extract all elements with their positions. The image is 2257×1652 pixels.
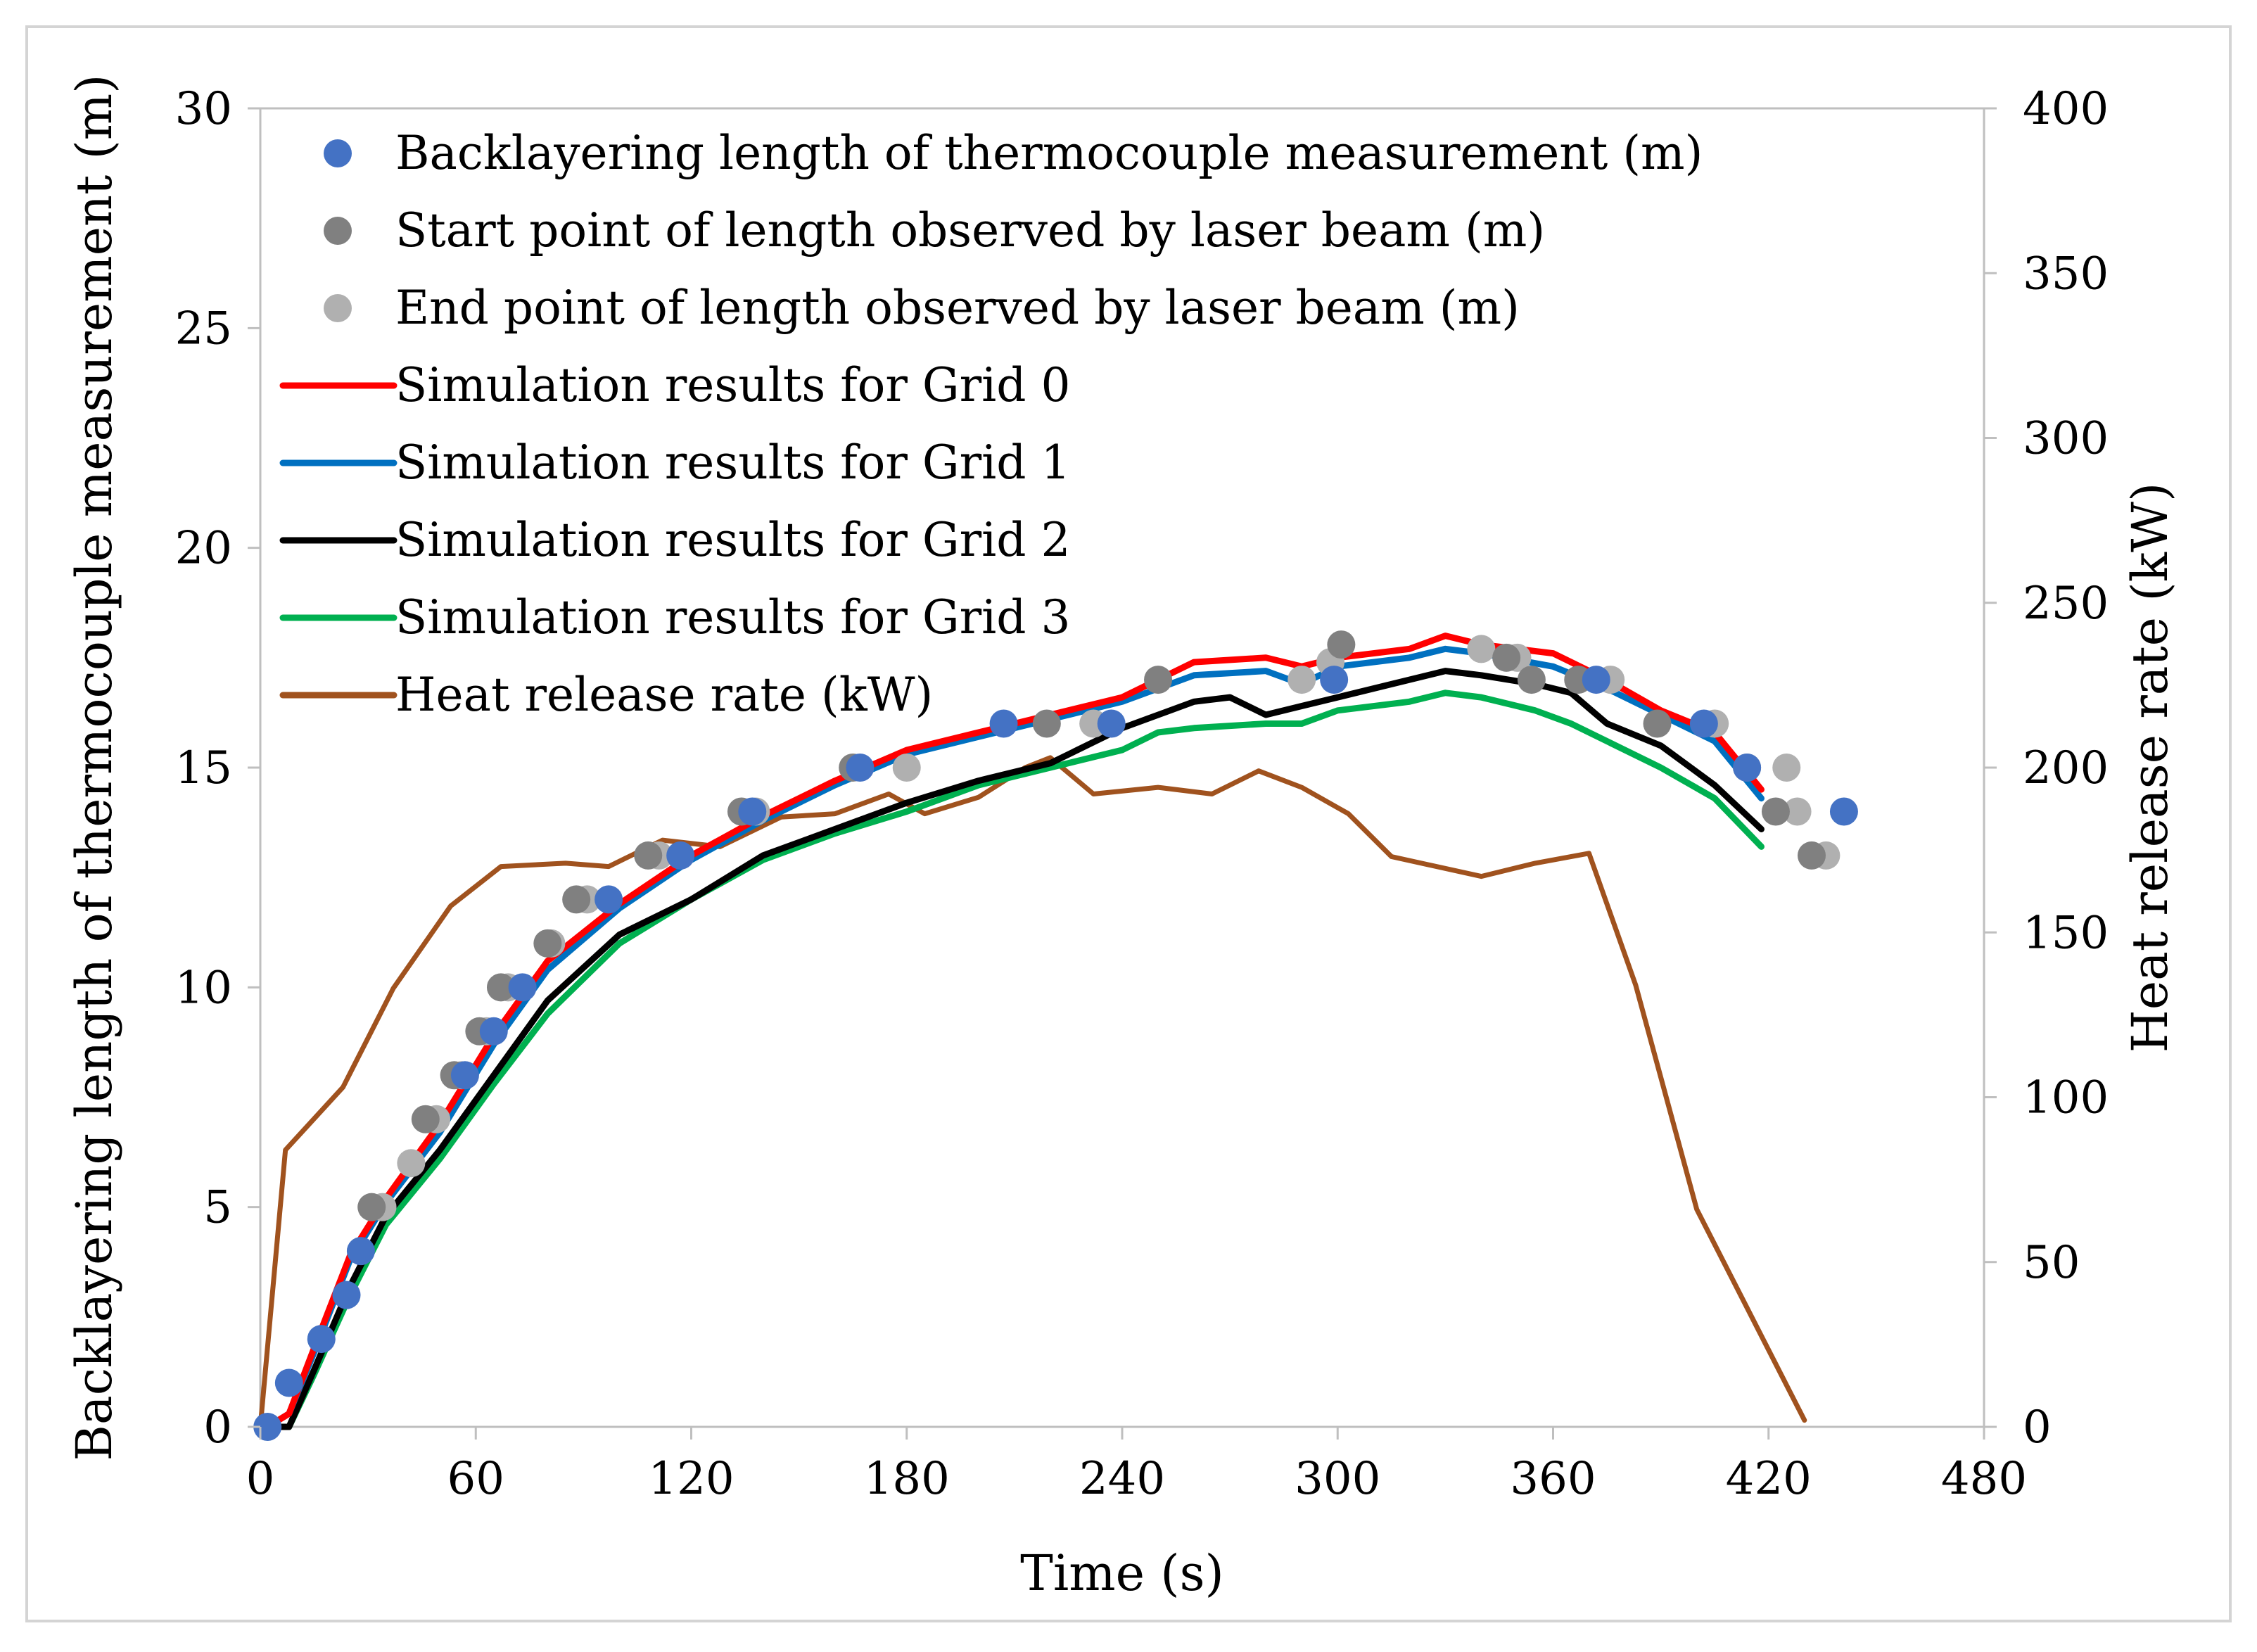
data-point-measurement — [1582, 666, 1610, 694]
y-tick-label: 30 — [175, 83, 232, 135]
legend-label-laser_start: Start point of length observed by laser … — [395, 203, 1545, 258]
data-point-measurement — [1829, 797, 1858, 826]
y2-tick-label: 300 — [2023, 413, 2109, 465]
axes-layer: 0 60 120 180 240 300 360 420 4800510152025300501… — [175, 83, 2109, 1505]
data-point-laser_start — [486, 973, 515, 1002]
chart: 0 60 120 180 240 300 360 420 4800510152025300501… — [65, 75, 2179, 1602]
data-point-measurement — [274, 1368, 303, 1397]
data-point-laser_start — [1144, 666, 1173, 694]
y-tick-label: 20 — [175, 523, 232, 575]
legend-label-grid2: Simulation results for Grid 2 — [395, 513, 1070, 567]
x-tick-label: 300 — [1295, 1453, 1380, 1505]
legend-label-grid0: Simulation results for Grid 0 — [395, 358, 1070, 412]
y2-tick-label: 50 — [2023, 1237, 2080, 1289]
legend: Backlayering length of thermocouple meas… — [279, 126, 1703, 722]
data-point-laser_end — [1772, 754, 1801, 782]
data-point-measurement — [738, 797, 767, 826]
x-tick-label: 120 — [648, 1453, 734, 1505]
data-point-laser_start — [1761, 797, 1790, 826]
data-point-measurement — [479, 1017, 508, 1046]
y-tick-label: 15 — [175, 742, 232, 794]
y-tick-label: 10 — [175, 962, 232, 1014]
legend-marker-laser_start — [324, 217, 352, 245]
y-axis-title: Backlayering length of thermocouple meas… — [65, 75, 123, 1461]
data-point-measurement — [508, 973, 537, 1002]
data-point-measurement — [1097, 709, 1126, 738]
data-point-measurement — [989, 709, 1018, 738]
data-point-measurement — [846, 754, 875, 782]
data-point-laser_end — [892, 754, 921, 782]
data-point-measurement — [595, 885, 623, 914]
data-point-laser_end — [1783, 797, 1812, 826]
x-tick-label: 0 — [246, 1453, 275, 1505]
data-point-laser_start — [1327, 630, 1356, 659]
y2-axis-title: Heat release rate (kW) — [2121, 483, 2179, 1053]
figure-frame: 0 60 120 180 240 300 360 420 480 0 5 10 15 20 25 30 0 50 1… — [25, 25, 2232, 1622]
data-point-laser_start — [357, 1193, 386, 1221]
x-tick-label: 420 — [1726, 1453, 1812, 1505]
data-point-measurement — [666, 841, 695, 870]
legend-label-measurement: Backlayering length of thermocouple meas… — [395, 126, 1703, 180]
legend-marker-measurement — [324, 139, 352, 167]
data-point-laser_start — [1798, 841, 1826, 870]
y-tick-label: 25 — [175, 303, 232, 355]
data-point-laser_start — [411, 1105, 440, 1133]
data-point-laser_start — [1643, 709, 1672, 738]
series-line-grid3 — [264, 690, 1765, 1430]
data-point-laser_start — [1032, 709, 1061, 738]
data-point-measurement — [346, 1237, 375, 1266]
legend-marker-laser_end — [324, 294, 352, 322]
data-point-measurement — [332, 1281, 361, 1309]
y2-tick-label: 200 — [2023, 742, 2109, 794]
x-tick-label: 180 — [864, 1453, 950, 1505]
x-tick-label: 480 — [1941, 1453, 2027, 1505]
y2-tick-label: 350 — [2023, 248, 2109, 300]
data-point-laser_start — [533, 929, 562, 958]
data-point-laser_start — [1492, 643, 1521, 672]
series-layer — [253, 630, 1858, 1441]
data-point-measurement — [1733, 754, 1762, 782]
legend-label-hrr: Heat release rate (kW) — [395, 668, 933, 722]
y-tick-label: 0 — [203, 1402, 232, 1454]
y2-tick-label: 0 — [2023, 1402, 2052, 1454]
y2-tick-label: 400 — [2023, 83, 2109, 135]
data-point-measurement — [1689, 709, 1718, 738]
data-point-measurement — [1320, 666, 1349, 694]
x-axis-title: Time (s) — [1020, 1544, 1224, 1602]
data-point-laser_end — [397, 1149, 426, 1178]
legend-label-grid3: Simulation results for Grid 3 — [395, 590, 1070, 644]
y2-tick-label: 100 — [2023, 1072, 2109, 1124]
data-point-measurement — [450, 1061, 479, 1090]
x-tick-label: 60 — [447, 1453, 504, 1505]
legend-label-laser_end: End point of length observed by laser be… — [395, 281, 1520, 335]
data-point-laser_end — [1467, 635, 1496, 663]
y-tick-label: 5 — [203, 1182, 232, 1234]
data-point-laser_start — [562, 885, 591, 914]
x-tick-label: 240 — [1079, 1453, 1165, 1505]
data-point-laser_start — [1517, 666, 1546, 694]
data-point-laser_start — [634, 841, 663, 870]
data-point-measurement — [307, 1325, 336, 1354]
y2-tick-label: 150 — [2023, 907, 2109, 959]
y2-tick-label: 250 — [2023, 578, 2109, 630]
x-tick-label: 360 — [1510, 1453, 1596, 1505]
data-point-laser_end — [1288, 666, 1316, 694]
legend-label-grid1: Simulation results for Grid 1 — [395, 436, 1070, 490]
series-line-hrr — [258, 755, 1807, 1430]
